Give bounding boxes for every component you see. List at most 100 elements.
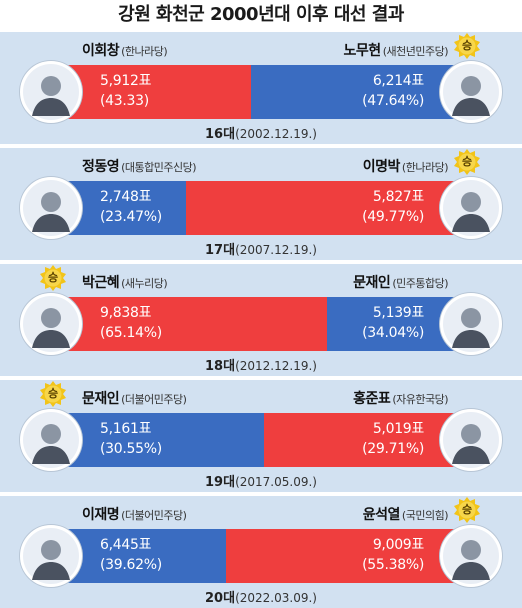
election-panel: 이재명 (더불어민주당) 윤석열 (국민의힘) 6,445표 (39.62%) 9,009표… xyxy=(0,496,522,608)
votes-right: 6,214표 xyxy=(372,73,424,89)
candidate-left-name-row: 문재인 (더불어민주당) xyxy=(82,388,187,408)
vote-share-bar: 2,748표 (23.47%) 5,827표 (49.77%) xyxy=(52,181,470,235)
person-silhouette-icon xyxy=(443,180,499,236)
votes-right: 5,019표 xyxy=(372,421,424,437)
candidate-right-party: (민주통합당) xyxy=(392,277,448,290)
election-panel: 박근혜 (새누리당) 문재인 (민주통합당) 9,838표 (65.14%) 5,139표 (… xyxy=(0,264,522,376)
pct-left: (43.33) xyxy=(100,93,149,109)
candidate-left-name-row: 박근혜 (새누리당) xyxy=(82,272,168,292)
pct-right: (47.64%) xyxy=(362,93,424,109)
election-number: 19대 xyxy=(205,475,236,490)
votes-right: 5,139표 xyxy=(372,305,424,321)
candidate-right-name-row: 노무현 (새천년민주당) xyxy=(343,40,449,60)
candidate-left-photo xyxy=(20,61,82,123)
candidate-right-name-row: 홍준표 (자유한국당) xyxy=(353,388,448,408)
candidate-left-name-row: 정동영 (대통합민주신당) xyxy=(82,156,197,176)
vote-label-left: 5,912표 (43.33) xyxy=(100,71,151,111)
candidate-left-photo xyxy=(20,293,82,355)
votes-left: 5,161표 xyxy=(100,421,152,437)
candidate-right-name: 이명박 xyxy=(362,159,401,175)
vote-label-left: 5,161표 (30.55%) xyxy=(100,419,162,459)
candidate-left-party: (한나라당) xyxy=(121,45,168,58)
bar-segment-left: 5,161표 (30.55%) xyxy=(52,413,264,467)
win-badge-text: 승 xyxy=(461,503,473,516)
votes-right: 5,827표 xyxy=(372,189,424,205)
election-label: 18대(2012.12.19.) xyxy=(0,355,522,374)
election-number: 20대 xyxy=(205,591,236,606)
bar-segment-right: 5,827표 (49.77%) xyxy=(186,181,470,235)
candidate-right-name-row: 이명박 (한나라당) xyxy=(362,156,449,176)
candidate-right-photo xyxy=(440,525,502,587)
election-panel: 정동영 (대통합민주신당) 이명박 (한나라당) 2,748표 (23.47%) 5,827… xyxy=(0,148,522,260)
candidate-right-party: (한나라당) xyxy=(401,161,449,174)
vote-share-bar: 5,161표 (30.55%) 5,019표 (29.71%) xyxy=(52,413,470,467)
election-number: 17대 xyxy=(205,243,236,258)
votes-left: 2,748표 xyxy=(100,189,152,205)
election-date: (2007.12.19.) xyxy=(235,243,317,257)
election-label: 20대(2022.03.09.) xyxy=(0,587,522,606)
bar-segment-left: 9,838표 (65.14%) xyxy=(52,297,327,351)
candidate-left-party: (대통합민주신당) xyxy=(121,161,197,174)
candidate-left-name: 이회창 xyxy=(82,43,120,59)
candidate-right-name-row: 문재인 (민주통합당) xyxy=(353,272,448,292)
candidate-right-name-row: 윤석열 (국민의힘) xyxy=(362,504,449,524)
candidate-right-photo xyxy=(440,409,502,471)
candidate-left-party: (더불어민주당) xyxy=(121,509,187,522)
candidate-left-name-row: 이회창 (한나라당) xyxy=(82,40,168,60)
person-silhouette-icon xyxy=(443,412,499,468)
vote-label-left: 2,748표 (23.47%) xyxy=(100,187,162,227)
vote-share-bar: 6,445표 (39.62%) 9,009표 (55.38%) xyxy=(52,529,470,583)
pct-right: (55.38%) xyxy=(362,557,424,573)
candidate-left-photo xyxy=(20,177,82,239)
candidate-left-photo xyxy=(20,525,82,587)
win-badge-icon: 승 xyxy=(454,497,480,523)
election-panel: 문재인 (더불어민주당) 홍준표 (자유한국당) 5,161표 (30.55%) 5,019… xyxy=(0,380,522,492)
candidate-right-party: (국민의힘) xyxy=(401,509,449,522)
win-badge-text: 승 xyxy=(47,387,59,400)
election-date: (2002.12.19.) xyxy=(235,127,317,141)
candidate-right-party: (자유한국당) xyxy=(392,393,448,406)
pct-left: (39.62%) xyxy=(100,557,162,573)
win-badge-text: 승 xyxy=(461,39,473,52)
pct-right: (29.71%) xyxy=(362,441,424,457)
person-silhouette-icon xyxy=(443,296,499,352)
pct-left: (65.14%) xyxy=(100,325,162,341)
bar-segment-left: 5,912표 (43.33) xyxy=(52,65,251,119)
person-silhouette-icon xyxy=(443,528,499,584)
bar-segment-right: 9,009표 (55.38%) xyxy=(226,529,470,583)
election-date: (2012.12.19.) xyxy=(235,359,317,373)
vote-label-right: 5,827표 (49.77%) xyxy=(362,187,424,227)
pct-left: (30.55%) xyxy=(100,441,162,457)
vote-label-right: 5,019표 (29.71%) xyxy=(362,419,424,459)
candidate-right-photo xyxy=(440,293,502,355)
pct-left: (23.47%) xyxy=(100,209,162,225)
person-silhouette-icon xyxy=(23,296,79,352)
votes-left: 6,445표 xyxy=(100,537,152,553)
candidate-right-photo xyxy=(440,61,502,123)
votes-left: 9,838표 xyxy=(100,305,152,321)
candidate-right-name: 윤석열 xyxy=(362,507,401,523)
election-number: 18대 xyxy=(205,359,236,374)
vote-share-bar: 9,838표 (65.14%) 5,139표 (34.04%) xyxy=(52,297,470,351)
candidate-right-name: 문재인 xyxy=(353,275,391,291)
person-silhouette-icon xyxy=(23,64,79,120)
pct-right: (34.04%) xyxy=(362,325,424,341)
candidate-left-party: (새누리당) xyxy=(121,277,168,290)
vote-label-right: 5,139표 (34.04%) xyxy=(362,303,424,343)
vote-label-right: 9,009표 (55.38%) xyxy=(362,535,424,575)
candidate-right-name: 노무현 xyxy=(343,43,382,59)
win-badge-icon: 승 xyxy=(454,149,480,175)
candidate-right-party: (새천년민주당) xyxy=(382,45,449,58)
win-badge-text: 승 xyxy=(47,271,59,284)
pct-right: (49.77%) xyxy=(362,209,424,225)
win-badge-icon: 승 xyxy=(454,33,480,59)
candidate-left-name: 박근혜 xyxy=(82,275,120,291)
candidate-left-name: 정동영 xyxy=(82,159,120,175)
vote-share-bar: 5,912표 (43.33) 6,214표 (47.64%) xyxy=(52,65,470,119)
candidate-left-name: 이재명 xyxy=(82,507,120,523)
election-number: 16대 xyxy=(205,127,236,142)
person-silhouette-icon xyxy=(23,528,79,584)
person-silhouette-icon xyxy=(23,180,79,236)
person-silhouette-icon xyxy=(23,412,79,468)
vote-label-left: 9,838표 (65.14%) xyxy=(100,303,162,343)
